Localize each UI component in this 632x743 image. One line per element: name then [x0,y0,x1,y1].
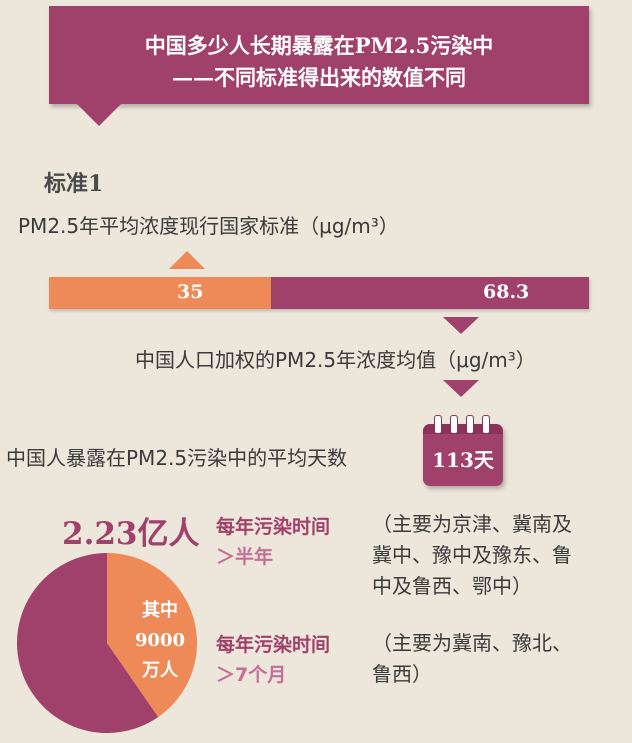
average-segment: 68.3 [271,277,589,309]
calendar-header-strip [423,424,503,434]
pie-slice-remaining [16,553,159,733]
condition-1-note-line1: （主要为京津、冀南及 [372,512,572,536]
standard-description: PM2.5年平均浓度现行国家标准（μg/m³） [18,214,399,238]
pie-subset-label: 其中 9000 万人 [130,596,190,686]
condition-1-title-line2: ＞半年 [216,546,274,568]
pie-slice-subset [107,553,197,717]
population-pie [16,553,197,733]
calendar-icon: 113天 [423,415,503,486]
condition-2-note-line2: 鲁西） [372,662,432,686]
calendar-ring-icon [466,415,474,434]
condition-1-title-line1: 每年污染时间 [216,516,331,538]
average-label: 中国人口加权的PM2.5年浓度均值（μg/m³） [135,348,536,372]
condition-1-note-line2: 冀中、豫中及豫东、鲁 [372,543,572,567]
banner-pointer-icon [77,104,121,126]
exposure-days-value: 113天 [432,448,494,472]
population-total: 2.23亿人 [62,516,200,552]
national-standard-value: 35 [177,281,204,303]
condition-2-title-line2: ＞7个月 [216,664,287,686]
header-title-line1: 中国多少人长期暴露在PM2.5污染中 [144,33,494,58]
condition-1-note-line3: 中及鲁西、鄂中） [372,574,532,598]
calendar-ring-icon [450,415,458,434]
pointer-down-icon-2 [443,380,479,397]
condition-2-title: 每年污染时间 ＞7个月 [216,630,330,690]
calendar-ring-icon [482,415,490,434]
condition-1-title: 每年污染时间 ＞半年 [216,512,330,572]
standard-title: 标准1 [44,171,104,197]
calendar-ring-icon [434,415,442,434]
exposure-days-label: 中国人暴露在PM2.5污染中的平均天数 [6,446,348,470]
condition-2-note-line1: （主要为冀南、豫北、 [372,631,572,655]
pie-subset-line2: 9000 [134,630,186,651]
pie-subset-line3: 万人 [142,660,178,681]
comparison-bar: 35 68.3 [49,277,589,309]
header-banner: 中国多少人长期暴露在PM2.5污染中 ——不同标准得出来的数值不同 [49,6,589,104]
header-title-line2: ——不同标准得出来的数值不同 [172,65,466,90]
condition-1-note: （主要为京津、冀南及 冀中、豫中及豫东、鲁 中及鲁西、鄂中） [372,509,572,602]
condition-2-title-line1: 每年污染时间 [216,634,331,656]
condition-2-note: （主要为冀南、豫北、 鲁西） [372,628,572,690]
national-standard-segment: 35 [49,277,271,309]
average-value: 68.3 [483,281,530,303]
pie-subset-line1: 其中 [142,600,178,621]
pointer-down-icon [443,317,479,334]
pointer-up-icon [169,251,205,269]
